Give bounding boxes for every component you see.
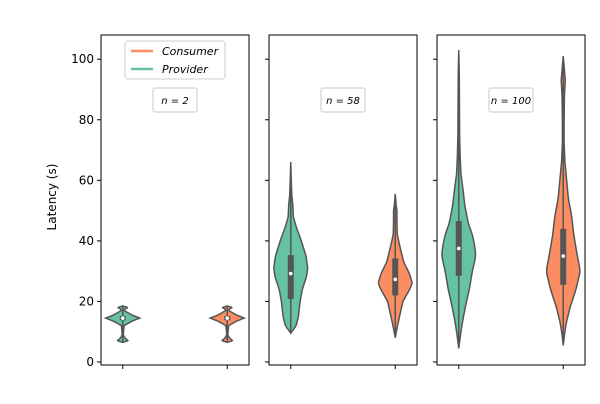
y-axis-label: Latency (s): [45, 164, 59, 231]
violin-consumer: [377, 193, 413, 338]
sample-size-annotation: n = 58: [320, 87, 366, 113]
annotation-text: n = 100: [491, 96, 531, 107]
median-marker: [120, 316, 125, 320]
panels: 0 20 40 60 80 100 n = 2 n = 58 n = 100: [71, 34, 586, 369]
annotation-box: [320, 87, 366, 113]
panel-frame: [100, 34, 250, 366]
median-marker: [456, 246, 461, 251]
sample-size-annotation: n = 100: [488, 87, 534, 113]
violin-consumer: [208, 305, 247, 344]
annotation-text: n = 58: [326, 96, 360, 107]
y-tick-label: 40: [79, 234, 94, 248]
legend: Consumer Provider: [124, 40, 226, 80]
median-marker: [393, 277, 398, 282]
legend-entry-consumer: Consumer: [131, 45, 220, 58]
panel-1: 0 20 40 60 80 100 n = 2: [71, 34, 250, 369]
iqr-box: [287, 255, 294, 299]
y-tick-label: 0: [86, 355, 94, 369]
sample-size-annotation: n = 2: [152, 87, 198, 113]
annotation-box: [488, 87, 534, 113]
y-tick-label: 80: [79, 113, 94, 127]
legend-label: Provider: [162, 63, 209, 76]
legend-label: Consumer: [162, 45, 220, 58]
median-marker: [225, 316, 230, 320]
iqr-box: [392, 258, 399, 296]
y-tick-label: 60: [79, 173, 94, 187]
panel-frame: [436, 34, 586, 366]
y-tick-label: 20: [79, 294, 94, 308]
violin-provider: [441, 50, 477, 349]
legend-entry-provider: Provider: [131, 63, 209, 76]
y-tick-label: 100: [71, 52, 94, 66]
panel-frame: [268, 34, 418, 366]
panel-3: n = 100: [433, 34, 586, 369]
violin-consumer: [545, 56, 581, 346]
annotation-box: [152, 87, 198, 113]
annotation-text: n = 2: [161, 96, 188, 107]
violin-provider: [273, 162, 309, 335]
panel-2: n = 58: [265, 34, 418, 369]
median-marker: [288, 271, 293, 276]
violin-provider: [103, 305, 142, 344]
median-marker: [561, 254, 566, 258]
